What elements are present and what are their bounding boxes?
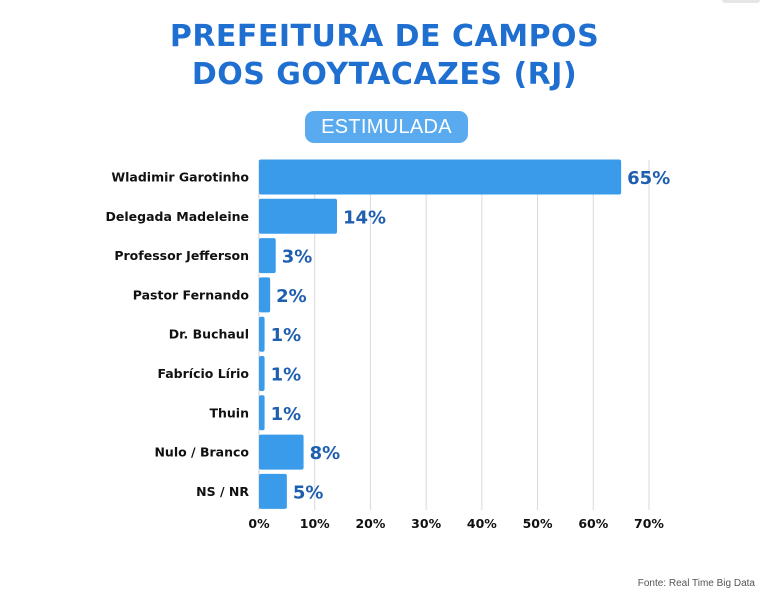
x-tick-label: 70% — [634, 516, 664, 531]
corner-decoration — [722, 0, 760, 3]
bar — [259, 277, 271, 313]
category-label: NS / NR — [196, 484, 249, 499]
title-line-2: DOS GOYTACAZES (RJ) — [191, 57, 578, 92]
x-tick-label: 0% — [248, 516, 270, 531]
category-label: Dr. Buchaul — [169, 327, 249, 342]
data-label: 65% — [627, 168, 670, 189]
category-label: Nulo / Branco — [154, 445, 249, 460]
data-label: 1% — [271, 365, 302, 386]
data-label: 14% — [343, 207, 386, 228]
category-label: Pastor Fernando — [133, 287, 250, 302]
x-tick-label: 60% — [578, 516, 608, 531]
data-label: 1% — [271, 325, 302, 346]
x-tick-label: 40% — [467, 516, 497, 531]
category-label: Delegada Madeleine — [106, 209, 249, 224]
category-label: Wladimir Garotinho — [111, 170, 249, 185]
chart-title: PREFEITURA DE CAMPOS DOS GOYTACAZES (RJ) — [0, 18, 769, 94]
bar — [259, 159, 622, 195]
poll-type-badge: ESTIMULADA — [305, 111, 468, 143]
x-tick-label: 20% — [355, 516, 385, 531]
bar — [259, 473, 287, 509]
data-label: 8% — [310, 443, 341, 464]
category-label: Thuin — [209, 405, 249, 420]
bar — [259, 434, 304, 470]
x-tick-label: 30% — [411, 516, 441, 531]
x-tick-label: 50% — [523, 516, 553, 531]
bar — [259, 316, 265, 352]
bar — [259, 198, 337, 234]
data-label: 5% — [293, 482, 324, 503]
data-label: 3% — [282, 247, 313, 268]
data-label: 1% — [271, 404, 302, 425]
source-note: Fonte: Real Time Big Data — [637, 578, 755, 589]
data-label: 2% — [276, 286, 307, 307]
bar — [259, 238, 276, 274]
bar — [259, 356, 265, 391]
x-tick-label: 10% — [300, 516, 330, 531]
title-line-1: PREFEITURA DE CAMPOS — [169, 19, 600, 54]
category-label: Fabrício Lírio — [157, 366, 249, 381]
bar — [259, 395, 265, 431]
category-label: Professor Jefferson — [114, 248, 249, 263]
